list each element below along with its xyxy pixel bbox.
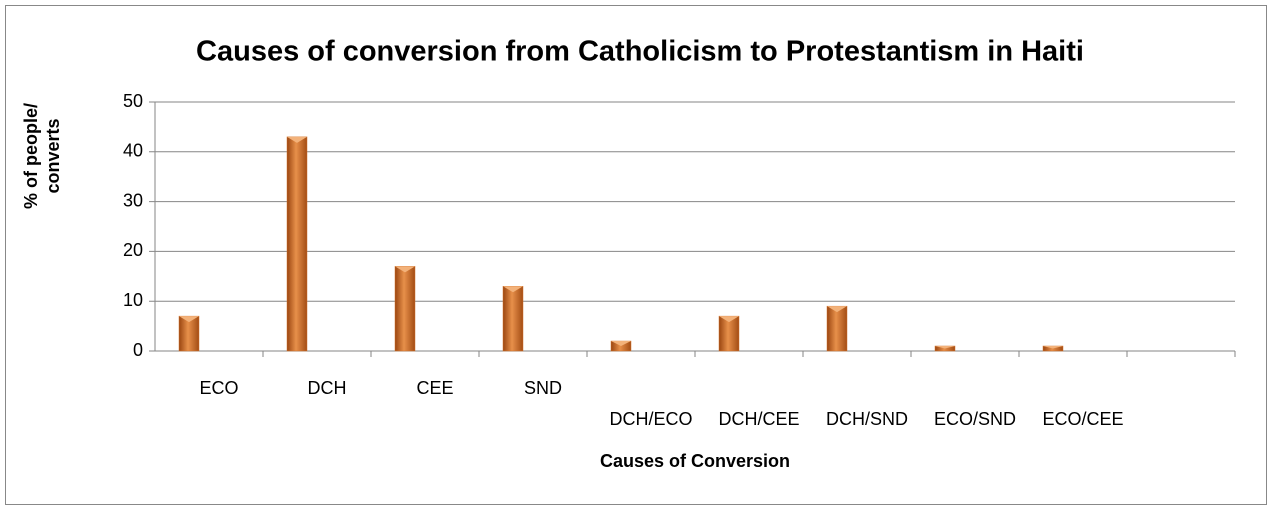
x-tick-label: ECO/CEE xyxy=(1042,409,1123,429)
x-axis-title: Causes of Conversion xyxy=(600,451,790,471)
x-tick-label: ECO xyxy=(199,378,238,398)
chart-title: Causes of conversion from Catholicism to… xyxy=(196,36,1084,68)
x-tick-label: CEE xyxy=(416,378,453,398)
y-tick-label: 0 xyxy=(133,340,143,360)
x-tick-label: DCH/ECO xyxy=(609,409,692,429)
bar xyxy=(502,286,524,352)
x-tick-label: DCH/CEE xyxy=(718,409,799,429)
bar-cap xyxy=(287,136,307,143)
bar-cap xyxy=(503,286,523,293)
bar xyxy=(286,136,308,352)
bar xyxy=(394,266,416,352)
bar-cap xyxy=(395,266,415,273)
y-tick-label: 30 xyxy=(123,190,143,210)
chart-border xyxy=(5,5,1267,505)
bar-cap xyxy=(827,306,847,313)
bar-cap xyxy=(935,346,955,349)
x-tick-label: DCH xyxy=(308,378,347,398)
x-tick-label: SND xyxy=(524,378,562,398)
bar-cap xyxy=(179,316,199,323)
y-tick-label: 40 xyxy=(123,141,143,161)
y-axis-title: % of people/ converts xyxy=(21,103,63,210)
bar-cap xyxy=(611,341,631,347)
bar-cap xyxy=(1043,346,1063,349)
bar-cap xyxy=(719,316,739,323)
x-tick-label: DCH/SND xyxy=(826,409,908,429)
bar xyxy=(826,305,848,352)
y-tick-label: 10 xyxy=(123,290,143,310)
y-tick-label: 50 xyxy=(123,91,143,111)
y-tick-label: 20 xyxy=(123,240,143,260)
x-tick-label: ECO/SND xyxy=(934,409,1016,429)
